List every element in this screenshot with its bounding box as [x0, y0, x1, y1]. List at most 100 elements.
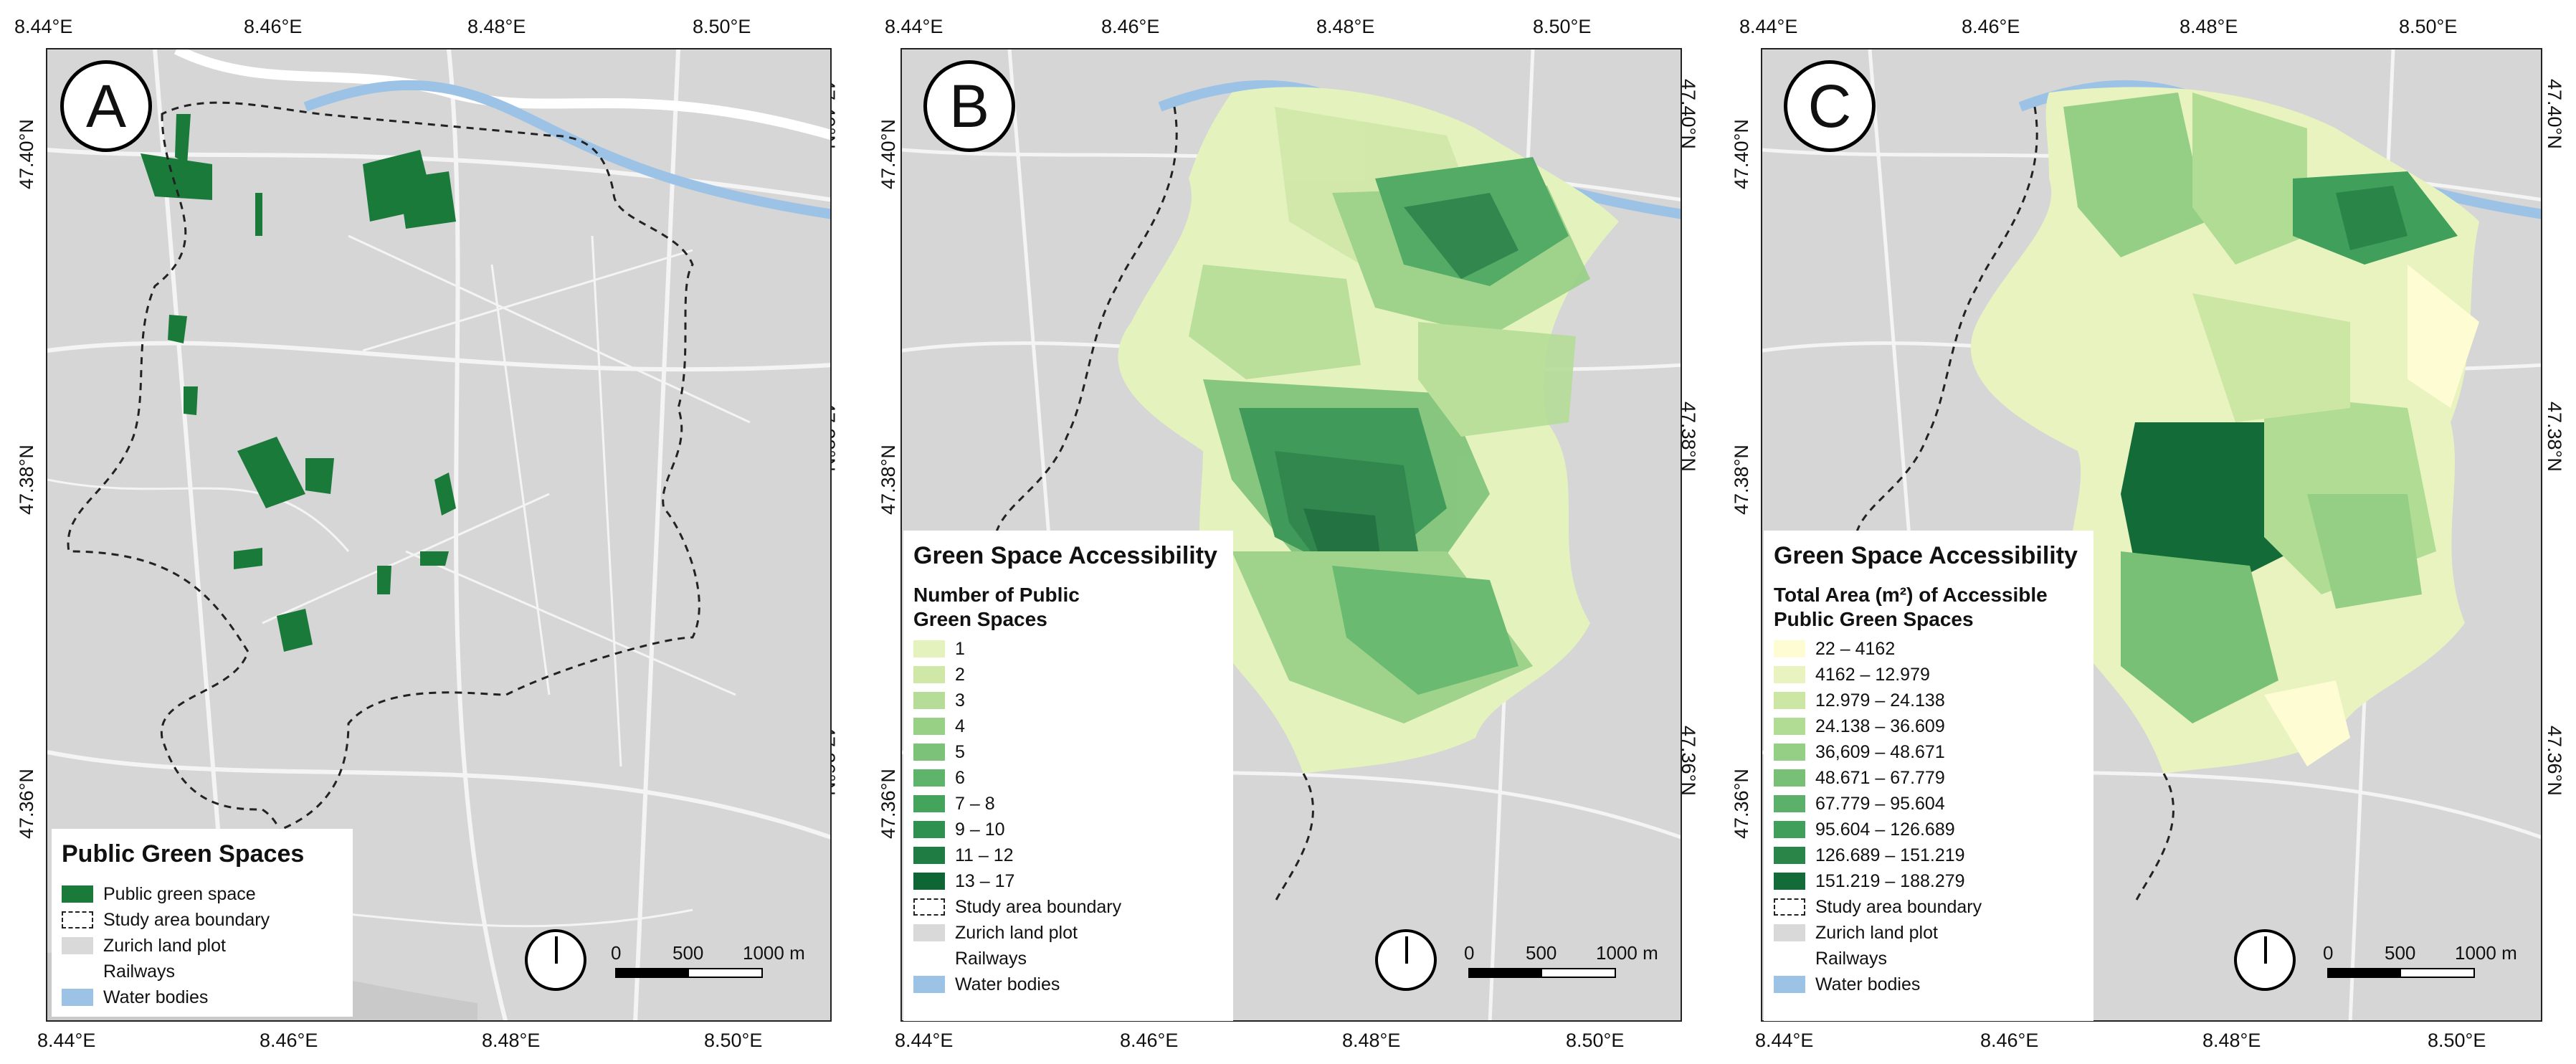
legend-class: 6 — [913, 765, 1222, 791]
class-swatch — [913, 847, 945, 864]
legend-item: Railways — [1774, 946, 2082, 972]
lat-tick-left: 47.38°N — [878, 445, 899, 515]
class-swatch — [1774, 666, 1805, 683]
legend-b-subtitle: Number of Public Green Spaces — [913, 584, 1080, 630]
legend-item: Water bodies — [62, 984, 341, 1010]
legend-c-title: Green Space Accessibility — [1774, 542, 2078, 569]
class-swatch — [1774, 769, 1805, 787]
class-swatch — [1774, 640, 1805, 657]
panel-b: 8.44°E 8.46°E 8.48°E 8.50°E 8.44°E 8.46°… — [878, 16, 1699, 1051]
water-swatch — [913, 976, 945, 993]
legend-class: 2 — [913, 662, 1222, 688]
legend-class: 5 — [913, 739, 1222, 765]
lon-tick-bottom: 8.50°E — [1566, 1030, 1625, 1051]
class-swatch — [1774, 847, 1805, 864]
lon-tick-top: 8.48°E — [1316, 16, 1375, 37]
lat-tick-left: 47.40°N — [878, 119, 899, 189]
legend-class: 151.219 – 188.279 — [1774, 868, 2082, 894]
lon-tick-top: 8.50°E — [1533, 16, 1592, 37]
class-swatch — [1774, 821, 1805, 838]
class-swatch — [913, 718, 945, 735]
legend-item: Railways — [913, 946, 1222, 972]
legend-item: Public green space — [62, 881, 341, 907]
lon-tick-top: 8.46°E — [1962, 16, 2020, 37]
legend-item: Study area boundary — [913, 894, 1222, 920]
legend-b: Green Space Accessibility Number of Publ… — [903, 531, 1233, 1021]
lat-tick-left: 47.38°N — [16, 445, 37, 515]
lon-tick-top: 8.46°E — [1101, 16, 1160, 37]
lon-tick-bottom: 8.44°E — [1755, 1030, 1814, 1051]
class-swatch — [913, 666, 945, 683]
green-space-swatch — [62, 885, 93, 903]
class-swatch — [913, 744, 945, 761]
legend-item: Zurich land plot — [62, 933, 341, 959]
legend-class: 36,609 – 48.671 — [1774, 739, 2082, 765]
lon-tick-top: 8.44°E — [885, 16, 944, 37]
legend-class: 24.138 – 36.609 — [1774, 713, 2082, 739]
legend-class: 67.779 – 95.604 — [1774, 791, 2082, 817]
lat-tick-left: 47.40°N — [1731, 119, 1752, 189]
lon-tick-top: 8.50°E — [693, 16, 751, 37]
legend-item: Study area boundary — [1774, 894, 2082, 920]
lon-tick-bottom: 8.48°E — [482, 1030, 541, 1051]
class-swatch — [913, 692, 945, 709]
legend-class: 4 — [913, 713, 1222, 739]
class-swatch — [1774, 692, 1805, 709]
legend-class: 126.689 – 151.219 — [1774, 842, 2082, 868]
legend-class: 9 – 10 — [913, 817, 1222, 842]
lat-tick-left: 47.36°N — [16, 769, 37, 839]
lat-tick-left: 47.36°N — [1731, 769, 1752, 839]
lon-tick-bottom: 8.48°E — [1342, 1030, 1401, 1051]
class-swatch — [913, 769, 945, 787]
north-arrow-icon — [525, 929, 586, 991]
panel-letter-b: B — [923, 60, 1015, 152]
legend-item: Study area boundary — [62, 907, 341, 933]
lon-tick-bottom: 8.46°E — [1980, 1030, 2039, 1051]
panel-a: 8.44°E 8.46°E 8.48°E 8.50°E 8.44°E 8.46°… — [0, 0, 853, 1064]
class-swatch — [1774, 873, 1805, 890]
lon-tick-top: 8.48°E — [467, 16, 526, 37]
legend-a-title: Public Green Spaces — [62, 840, 305, 868]
legend-class: 4162 – 12.979 — [1774, 662, 2082, 688]
panel-c: 8.44°E 8.46°E 8.48°E 8.50°E 8.44°E 8.46°… — [1731, 16, 2565, 1051]
class-swatch — [913, 795, 945, 812]
legend-item: Railways — [62, 959, 341, 984]
map-c-canvas — [1762, 49, 2541, 1020]
legend-item: Water bodies — [1774, 972, 2082, 997]
legend-class: 3 — [913, 688, 1222, 713]
legend-b-title: Green Space Accessibility — [913, 542, 1217, 569]
lat-tick-left: 47.40°N — [16, 119, 37, 189]
legend-class: 95.604 – 126.689 — [1774, 817, 2082, 842]
class-swatch — [1774, 744, 1805, 761]
map-c[interactable] — [1761, 48, 2542, 1022]
water-swatch — [1774, 976, 1805, 993]
lon-tick-bottom: 8.44°E — [895, 1030, 954, 1051]
legend-a: Public Green Spaces Public green space S… — [52, 829, 353, 1017]
class-swatch — [1774, 718, 1805, 735]
lon-tick-bottom: 8.46°E — [1120, 1030, 1179, 1051]
boundary-swatch — [62, 911, 93, 928]
legend-item: Zurich land plot — [1774, 920, 2082, 946]
north-arrow-icon — [1375, 929, 1437, 991]
boundary-swatch — [1774, 898, 1805, 916]
class-swatch — [913, 821, 945, 838]
legend-class: 12.979 – 24.138 — [1774, 688, 2082, 713]
water-swatch — [62, 989, 93, 1006]
north-arrow-icon — [2234, 929, 2296, 991]
railway-swatch — [913, 950, 945, 967]
lat-tick-right: 47.38°N — [2544, 402, 2565, 472]
lon-tick-top: 8.46°E — [244, 16, 303, 37]
legend-class: 1 — [913, 636, 1222, 662]
lon-tick-top: 8.50°E — [2399, 16, 2458, 37]
class-swatch — [913, 640, 945, 657]
lon-tick-bottom: 8.44°E — [37, 1030, 96, 1051]
land-plot-swatch — [1774, 924, 1805, 941]
legend-item: Water bodies — [913, 972, 1222, 997]
lon-tick-top: 8.44°E — [14, 16, 73, 37]
boundary-swatch — [913, 898, 945, 916]
land-plot-swatch — [62, 937, 93, 954]
legend-class: 22 – 4162 — [1774, 636, 2082, 662]
railway-swatch — [1774, 950, 1805, 967]
lon-tick-bottom: 8.50°E — [704, 1030, 763, 1051]
lon-tick-bottom: 8.50°E — [2428, 1030, 2486, 1051]
